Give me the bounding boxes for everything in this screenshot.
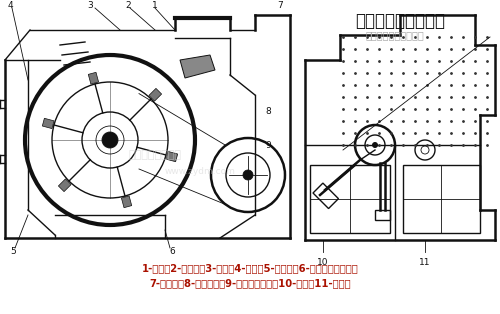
Text: 3: 3 — [87, 2, 93, 10]
Bar — [313, 183, 338, 208]
Polygon shape — [149, 88, 162, 101]
Text: 7: 7 — [277, 2, 283, 10]
Text: 8: 8 — [265, 107, 271, 116]
Text: 2: 2 — [125, 2, 131, 10]
Text: 7-进料口；8-导料衬板；9-电机及皮带轮；10-油缸；11-观察窗: 7-进料口；8-导料衬板；9-电机及皮带轮；10-油缸；11-观察窗 — [149, 278, 351, 288]
Text: 10: 10 — [318, 258, 329, 267]
Text: 6: 6 — [169, 247, 175, 257]
Circle shape — [102, 132, 118, 148]
Text: 具体产品请以实物为准: 具体产品请以实物为准 — [366, 30, 424, 40]
Text: 1: 1 — [152, 2, 158, 10]
Bar — [375, 210, 390, 220]
Circle shape — [372, 142, 378, 148]
Text: 反击锤式破碎机简图: 反击锤式破碎机简图 — [355, 12, 445, 30]
Polygon shape — [166, 151, 177, 162]
Polygon shape — [88, 72, 99, 84]
Bar — [403, 165, 480, 233]
Polygon shape — [122, 196, 132, 208]
Text: 11: 11 — [419, 258, 431, 267]
Bar — [310, 165, 390, 233]
Text: 4: 4 — [7, 2, 13, 10]
Text: 9: 9 — [265, 140, 271, 149]
Polygon shape — [58, 179, 71, 192]
Text: 矿山机械有限公司: 矿山机械有限公司 — [128, 150, 182, 160]
Circle shape — [243, 170, 253, 180]
Text: www.zydm.com: www.zydm.com — [164, 167, 236, 176]
Text: 5: 5 — [10, 247, 16, 257]
Polygon shape — [42, 118, 54, 129]
Text: 1-壳体；2-反击板；3-转子；4-锤头；5-反击板；6-反击板调整机构；: 1-壳体；2-反击板；3-转子；4-锤头；5-反击板；6-反击板调整机构； — [142, 263, 358, 273]
Polygon shape — [180, 55, 215, 78]
